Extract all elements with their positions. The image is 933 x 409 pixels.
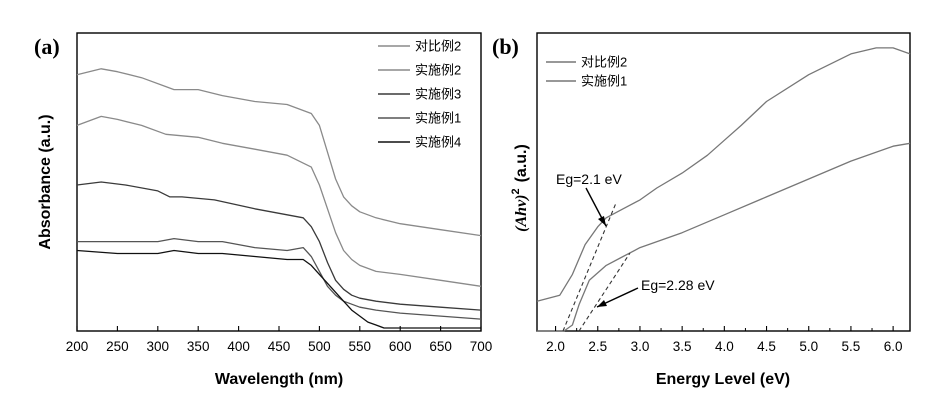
x-tick-label: 300 [147,339,170,354]
series-line-3 [77,182,481,310]
panel-label-b: (b) [492,34,519,59]
y-axis-label-a: Absorbance (a.u.) [37,114,54,249]
annotation-eg-2: Eg=2.28 eV [641,277,715,293]
series-group-b [537,48,910,331]
x-tick-label: 6.0 [884,339,903,354]
x-tick-label: 550 [349,339,372,354]
x-tick-label: 250 [106,339,129,354]
x-tick-label: 5.5 [842,339,861,354]
plot-frame-a [77,33,481,331]
tangent-line-2 [579,253,630,331]
x-axis-label-a: Wavelength (nm) [215,371,343,388]
legend-b: 对比例2 实施例1 [546,55,627,89]
legend-label-4: 实施例1 [415,111,461,126]
x-tick-label: 3.0 [631,339,650,354]
legend-label-1: 对比例2 [415,39,461,54]
x-tick-label: 4.0 [715,339,734,354]
series-line-5 [77,251,481,329]
x-tick-label: 3.5 [673,339,692,354]
series-group-a [77,69,481,328]
panel-a: (a) 200 250 300 350 400 450 500 550 600 650 700 Wa… [34,33,492,388]
x-tick-label: 5.0 [799,339,818,354]
annotation-eg-1: Eg=2.1 eV [556,171,622,187]
legend-label-3: 实施例3 [415,87,461,102]
x-tick-label: 400 [227,339,250,354]
legend-a: 对比例2 实施例2 实施例3 实施例1 实施例4 [378,39,461,150]
x-tick-label: 2.0 [546,339,565,354]
legend-label-2: 实施例1 [581,74,627,89]
x-tick-label: 650 [429,339,452,354]
legend-label-1: 对比例2 [581,55,627,70]
x-tick-label: 2.5 [588,339,607,354]
panel-b: (b) 2.0 2.5 3.0 3.5 4.0 4.5 5.0 5.5 6.0 Energy L… [492,33,910,388]
x-ticks-a: 200 250 300 350 400 450 500 550 600 650 700 [66,326,493,354]
x-tick-label: 350 [187,339,210,354]
x-tick-label: 500 [308,339,331,354]
y-axis-label-b-sup: 2 [510,188,522,194]
y-axis-label-b: (Ahν)2 (a.u.) [510,144,530,232]
annotations-b: Eg=2.1 eV Eg=2.28 eV [556,171,715,331]
y-axis-label-b-main: (Ahν) [513,195,530,232]
y-axis-label-b-unit: (a.u.) [513,144,530,182]
x-tick-label: 600 [389,339,412,354]
x-ticks-b: 2.0 2.5 3.0 3.5 4.0 4.5 5.0 5.5 6.0 [546,326,902,354]
tangent-line-1 [563,203,616,331]
panel-label-a: (a) [34,34,60,59]
x-tick-label: 700 [470,339,493,354]
legend-label-2: 实施例2 [415,63,461,78]
x-tick-label: 4.5 [757,339,776,354]
series-line-4 [77,239,481,320]
x-axis-label-b: Energy Level (eV) [656,371,790,388]
x-tick-label: 200 [66,339,89,354]
x-tick-label: 450 [268,339,291,354]
legend-label-5: 实施例4 [415,135,461,150]
